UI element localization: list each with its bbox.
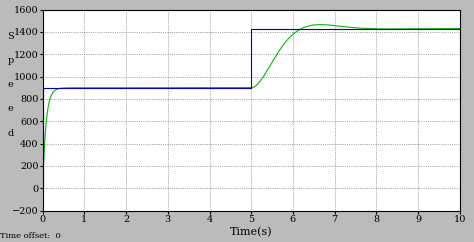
- X-axis label: Time(s): Time(s): [230, 227, 273, 237]
- Text: e: e: [8, 104, 13, 113]
- Text: Time offset:  0: Time offset: 0: [0, 232, 61, 240]
- Text: p: p: [7, 56, 14, 65]
- Text: d: d: [7, 129, 14, 138]
- Text: S: S: [7, 32, 14, 41]
- Text: e: e: [8, 80, 13, 89]
